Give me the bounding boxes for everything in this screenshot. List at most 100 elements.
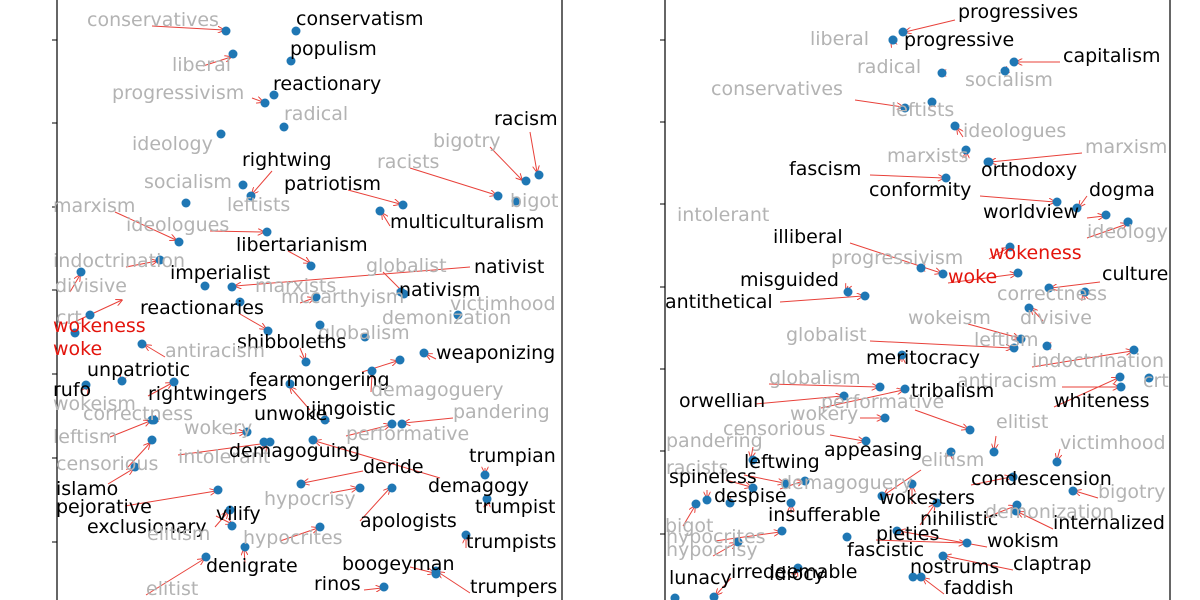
right-culture-arrow (1051, 281, 1101, 288)
left-demagoguery-point (367, 366, 377, 376)
left-rinos-label: rinos (314, 573, 361, 595)
left-demonization-point (360, 332, 370, 342)
right-nihilistic-label: nihilistic (920, 508, 998, 530)
right-woke-arrow (947, 274, 1016, 284)
right-illiberal-label: illiberal (773, 226, 843, 248)
right-condescension-arrow (970, 477, 1011, 486)
right-bigot-arrow (682, 506, 695, 527)
right-bigotry-label: bigotry (1098, 481, 1166, 503)
left-ideology-point (216, 129, 226, 139)
right-faddish-label: faddish (944, 577, 1014, 599)
right-nihilistic-point (932, 498, 942, 508)
right-worldview-arrow (1086, 216, 1104, 218)
left-performative-label: performative (346, 423, 469, 445)
right-appeasing-label: appeasing (824, 439, 922, 461)
left-wokeism-label: wokeism (53, 393, 136, 415)
right-nostrums-label: nostrums (910, 556, 999, 578)
left-liberal-point (228, 49, 238, 59)
left-performative-arrow (345, 425, 390, 437)
left-bigotry-arrow (489, 146, 522, 180)
left-rufo-point (81, 380, 91, 390)
left-marxists-label: marxists (255, 275, 336, 297)
left-marxism-point (174, 237, 184, 247)
left-bigot-label: bigot (510, 190, 558, 212)
right-pandering-label: pandering (666, 430, 763, 452)
left-pejorative-point (213, 485, 223, 495)
left-racism-arrow (529, 131, 537, 172)
left-trumpian-label: trumpian (469, 445, 556, 467)
left-wokeness-label: wokeness (53, 315, 146, 337)
left-divisive-arrow (69, 275, 80, 293)
left-trumpers-label: trumpers (470, 576, 557, 598)
left-elitist-label: elitist (146, 578, 198, 600)
right-censorious-point (861, 436, 871, 446)
left-unpatriotic-label: unpatriotic (87, 359, 190, 381)
left-exclusionary-arrow (214, 512, 228, 528)
left-pandering-label: pandering (453, 401, 550, 423)
right-lunacy-point (670, 593, 680, 600)
right-globalism-label: globalism (769, 367, 861, 389)
right-bigotry-point (1068, 486, 1078, 496)
right-wokery-label: wokery (790, 403, 858, 425)
right-wokism-arrow (899, 531, 988, 548)
left-performative-point (387, 419, 397, 429)
right-despise-point (725, 498, 735, 508)
left-demagogy-arrow (315, 441, 441, 479)
right-capitalism-point (1009, 57, 1019, 67)
right-despise-label: despise (714, 485, 787, 507)
right-whiteness-label: whiteness (1054, 390, 1150, 412)
left-vilify-label: vilify (216, 503, 261, 525)
left-radical-label: radical (284, 103, 348, 125)
left-marxism-arrow (114, 211, 176, 240)
left-unwoke-point (320, 415, 330, 425)
right-globalism-point (875, 382, 885, 392)
left-crt-point (85, 310, 95, 320)
right-hypocrites-label: hypocrites (666, 526, 766, 548)
right-demagoguery-point (800, 476, 810, 486)
left-globalism-label: globalism (318, 322, 410, 344)
left-woke-label: woke (53, 338, 102, 360)
right-idiocy-point (793, 563, 803, 573)
right-liberal-label: liberal (810, 28, 869, 50)
left-reactionaries-point (263, 326, 273, 336)
left-elitist-arrow (145, 559, 204, 596)
right-performative-arrow (820, 390, 903, 409)
right-panel-labels: progressives liberal progressive capitalism… (665, 1, 1169, 599)
left-demagogy-point (308, 435, 318, 445)
right-culture-point (1044, 283, 1054, 293)
left-trumpian-point (480, 470, 490, 480)
left-hypocrisy-point (355, 483, 365, 493)
left-patriotism-point (398, 200, 408, 210)
right-dogma-point (1072, 203, 1082, 213)
left-hypocrites-arrow (279, 528, 318, 542)
left-rightwingers-point (169, 377, 179, 387)
right-internalized-label: internalized (1053, 512, 1165, 534)
right-intolerant-label: intolerant (677, 204, 769, 226)
right-pieties-label: pieties (876, 523, 939, 545)
right-orthodoxy-label: orthodoxy (981, 159, 1077, 181)
left-intolerant-label: intolerant (178, 446, 270, 468)
right-insufferable-point (786, 498, 796, 508)
left-deride-arrow (303, 470, 364, 483)
right-conservatives-arrow (854, 99, 903, 107)
left-progressivism-point (260, 98, 270, 108)
right-irredeemable-label: irredeemable (731, 561, 857, 583)
left-panel-ticks (52, 39, 57, 543)
left-libertarianism-label: libertarianism (236, 234, 368, 256)
right-illiberal-arrow (849, 242, 941, 273)
right-wokeness-label: wokeness (989, 242, 1082, 264)
right-radical-point (937, 68, 947, 78)
left-apologists-label: apologists (360, 510, 457, 532)
left-reactionaries-label: reactionaries (140, 297, 264, 319)
left-denigrate-label: denigrate (206, 555, 298, 577)
left-leftists-label: leftists (227, 194, 290, 216)
right-elitism-arrow (884, 469, 922, 495)
left-ideologues-label: ideologues (126, 214, 229, 236)
right-meritocracy-label: meritocracy (866, 347, 980, 369)
right-orthodoxy-point (984, 157, 994, 167)
left-mccarthyism-arrow (299, 298, 314, 304)
left-censorious-arrow (127, 443, 150, 468)
left-unwoke-label: unwoke (254, 403, 327, 425)
left-unpatriotic-point (117, 376, 127, 386)
left-nativism-point (396, 287, 406, 297)
